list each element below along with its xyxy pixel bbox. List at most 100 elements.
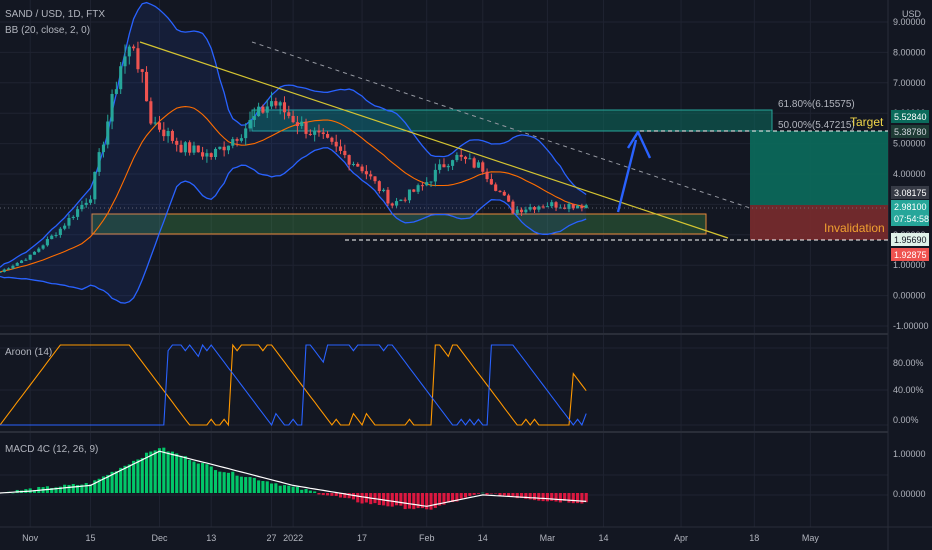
candle-body[interactable] bbox=[257, 106, 261, 117]
candle-body[interactable] bbox=[71, 216, 75, 218]
candle-body[interactable] bbox=[364, 171, 368, 175]
candle-body[interactable] bbox=[537, 206, 541, 210]
candle-body[interactable] bbox=[295, 122, 299, 127]
candle-body[interactable] bbox=[515, 209, 519, 214]
candle-body[interactable] bbox=[511, 201, 515, 214]
candle-body[interactable] bbox=[321, 132, 325, 135]
support-zone[interactable] bbox=[91, 213, 707, 235]
candle-body[interactable] bbox=[45, 239, 49, 246]
candle-body[interactable] bbox=[412, 189, 416, 192]
candle-body[interactable] bbox=[382, 189, 386, 192]
candle-body[interactable] bbox=[313, 130, 317, 135]
candle-body[interactable] bbox=[416, 185, 420, 192]
macd-indicator-label[interactable]: MACD 4C (12, 26, 9) bbox=[5, 444, 98, 455]
candle-body[interactable] bbox=[67, 217, 71, 226]
candle-body[interactable] bbox=[433, 169, 437, 182]
candle-body[interactable] bbox=[84, 202, 88, 205]
candle-body[interactable] bbox=[351, 163, 356, 165]
candle-body[interactable] bbox=[403, 199, 407, 201]
candle-body[interactable] bbox=[330, 137, 334, 142]
candle-body[interactable] bbox=[394, 201, 399, 206]
candle-body[interactable] bbox=[489, 179, 493, 185]
candle-body[interactable] bbox=[308, 133, 312, 135]
bb-lower-line[interactable] bbox=[0, 147, 587, 304]
candle-body[interactable] bbox=[0, 271, 2, 273]
candle-body[interactable] bbox=[567, 203, 571, 209]
candle-body[interactable] bbox=[101, 144, 106, 153]
candle-body[interactable] bbox=[28, 254, 32, 260]
candle-body[interactable] bbox=[343, 150, 347, 156]
candle-body[interactable] bbox=[326, 134, 330, 138]
candle-body[interactable] bbox=[54, 235, 58, 237]
candle-body[interactable] bbox=[265, 106, 269, 113]
candle-body[interactable] bbox=[550, 202, 554, 207]
candle-body[interactable] bbox=[239, 138, 243, 141]
candle-body[interactable] bbox=[494, 184, 498, 191]
candle-body[interactable] bbox=[183, 142, 187, 153]
candle-body[interactable] bbox=[97, 152, 101, 172]
candle-body[interactable] bbox=[136, 48, 140, 70]
candle-body[interactable] bbox=[532, 207, 537, 210]
candle-body[interactable] bbox=[140, 69, 144, 72]
candle-body[interactable] bbox=[166, 130, 170, 137]
candle-body[interactable] bbox=[476, 162, 481, 168]
candle-body[interactable] bbox=[157, 122, 162, 130]
candle-body[interactable] bbox=[209, 153, 213, 157]
macd-signal-line[interactable] bbox=[0, 450, 587, 507]
candle-body[interactable] bbox=[300, 121, 304, 127]
candle-body[interactable] bbox=[485, 171, 489, 180]
candle-body[interactable] bbox=[179, 144, 183, 153]
candle-body[interactable] bbox=[231, 139, 235, 146]
candle-body[interactable] bbox=[19, 260, 24, 264]
candle-body[interactable] bbox=[446, 165, 450, 168]
candle-body[interactable] bbox=[41, 245, 45, 249]
candle-body[interactable] bbox=[213, 148, 218, 157]
bb-indicator-label[interactable]: BB (20, close, 2, 0) bbox=[5, 25, 90, 36]
candle-body[interactable] bbox=[554, 202, 558, 208]
aroon-up-line[interactable] bbox=[0, 343, 587, 427]
candle-body[interactable] bbox=[498, 190, 502, 192]
candle-body[interactable] bbox=[356, 163, 360, 167]
candle-body[interactable] bbox=[269, 101, 274, 107]
candle-body[interactable] bbox=[80, 204, 84, 210]
descending-trendline[interactable] bbox=[139, 41, 729, 239]
candle-body[interactable] bbox=[162, 129, 166, 137]
candle-body[interactable] bbox=[528, 207, 532, 210]
candle-body[interactable] bbox=[170, 130, 174, 141]
candle-body[interactable] bbox=[248, 119, 252, 129]
candle-body[interactable] bbox=[235, 139, 239, 141]
candle-body[interactable] bbox=[278, 102, 282, 106]
candle-body[interactable] bbox=[507, 195, 511, 202]
candle-body[interactable] bbox=[481, 162, 485, 172]
candle-body[interactable] bbox=[524, 209, 528, 213]
candle-body[interactable] bbox=[425, 182, 429, 186]
candle-body[interactable] bbox=[32, 251, 37, 255]
candle-body[interactable] bbox=[545, 206, 549, 208]
candle-body[interactable] bbox=[442, 164, 446, 168]
target-fib-zone[interactable] bbox=[251, 109, 773, 132]
candle-body[interactable] bbox=[88, 199, 93, 203]
candle-body[interactable] bbox=[226, 145, 231, 151]
candle-body[interactable] bbox=[50, 235, 54, 240]
candle-body[interactable] bbox=[252, 116, 256, 120]
candle-body[interactable] bbox=[244, 128, 248, 139]
stop-loss-zone[interactable] bbox=[750, 205, 888, 240]
candle-body[interactable] bbox=[317, 130, 321, 133]
candle-body[interactable] bbox=[149, 101, 153, 124]
candle-body[interactable] bbox=[76, 209, 80, 217]
candle-body[interactable] bbox=[580, 205, 584, 209]
candle-body[interactable] bbox=[196, 145, 200, 153]
candle-body[interactable] bbox=[110, 93, 114, 122]
candle-body[interactable] bbox=[463, 156, 468, 160]
candle-body[interactable] bbox=[188, 142, 192, 153]
candle-body[interactable] bbox=[153, 122, 157, 124]
candle-body[interactable] bbox=[571, 203, 575, 209]
candle-body[interactable] bbox=[429, 181, 433, 183]
candle-body[interactable] bbox=[407, 189, 412, 201]
target-profit-zone[interactable] bbox=[750, 131, 888, 205]
candle-body[interactable] bbox=[123, 56, 127, 67]
candle-body[interactable] bbox=[373, 176, 377, 182]
candle-body[interactable] bbox=[377, 181, 381, 192]
candle-body[interactable] bbox=[222, 146, 226, 151]
candle-body[interactable] bbox=[420, 185, 424, 187]
